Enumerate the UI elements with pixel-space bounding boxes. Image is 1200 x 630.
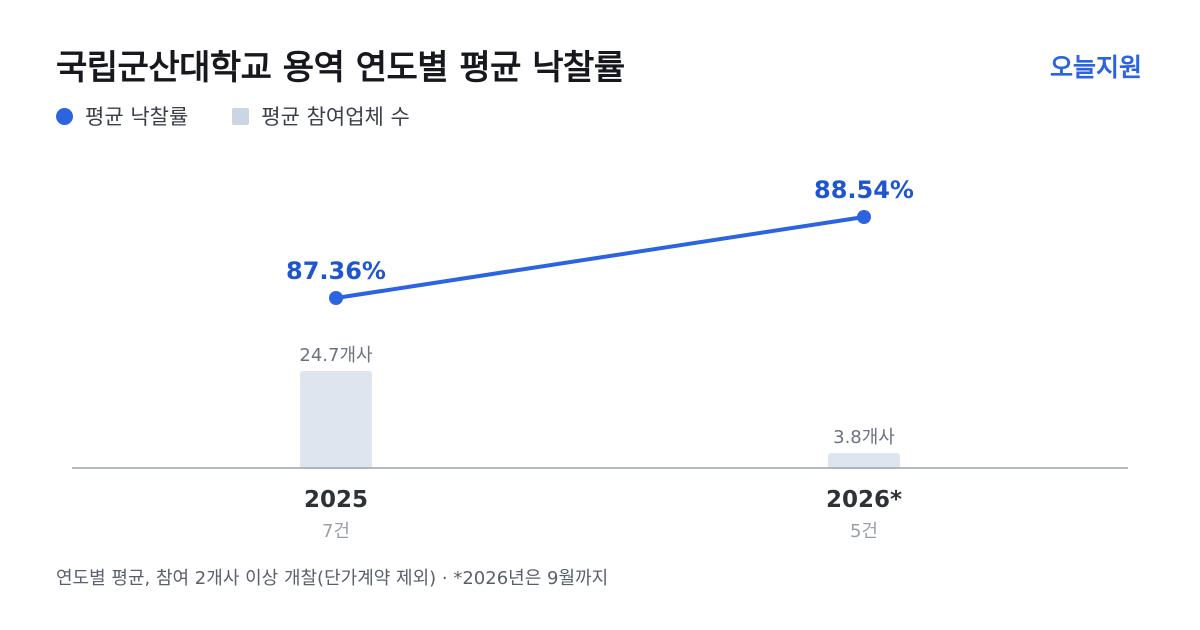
chart-title: 국립군산대학교 용역 연도별 평균 낙찰률 <box>56 48 625 88</box>
legend-square-icon <box>232 107 250 125</box>
legend-dot-icon <box>56 107 73 125</box>
legend-item-rate: 평균 낙찰률 <box>56 101 188 131</box>
x-count-label: 7건 <box>322 521 350 542</box>
legend-item-bidders: 평균 참여업체 수 <box>232 101 410 131</box>
rate-value-label: 88.54% <box>814 176 914 204</box>
chart-footnote: 연도별 평균, 참여 2개사 이상 개찰(단가계약 제외) · *2026년은 … <box>56 568 609 589</box>
x-tick-label: 2026* <box>826 487 902 513</box>
rate-point <box>329 291 343 305</box>
bar-bidders <box>828 453 900 469</box>
rate-value-label: 87.36% <box>286 257 386 285</box>
legend-bidders-label: 평균 참여업체 수 <box>261 105 410 129</box>
chart-legend: 평균 낙찰률 평균 참여업체 수 <box>56 101 454 131</box>
rate-line <box>334 215 866 300</box>
bar-bidders <box>300 371 372 469</box>
bar-value-label: 3.8개사 <box>833 427 895 448</box>
rate-point <box>857 210 871 224</box>
brand-logo[interactable]: 오늘지원 <box>1049 53 1142 82</box>
legend-rate-label: 평균 낙찰률 <box>85 105 189 129</box>
x-count-label: 5건 <box>850 521 878 542</box>
x-tick-label: 2025 <box>304 487 368 513</box>
bar-value-label: 24.7개사 <box>299 345 373 366</box>
